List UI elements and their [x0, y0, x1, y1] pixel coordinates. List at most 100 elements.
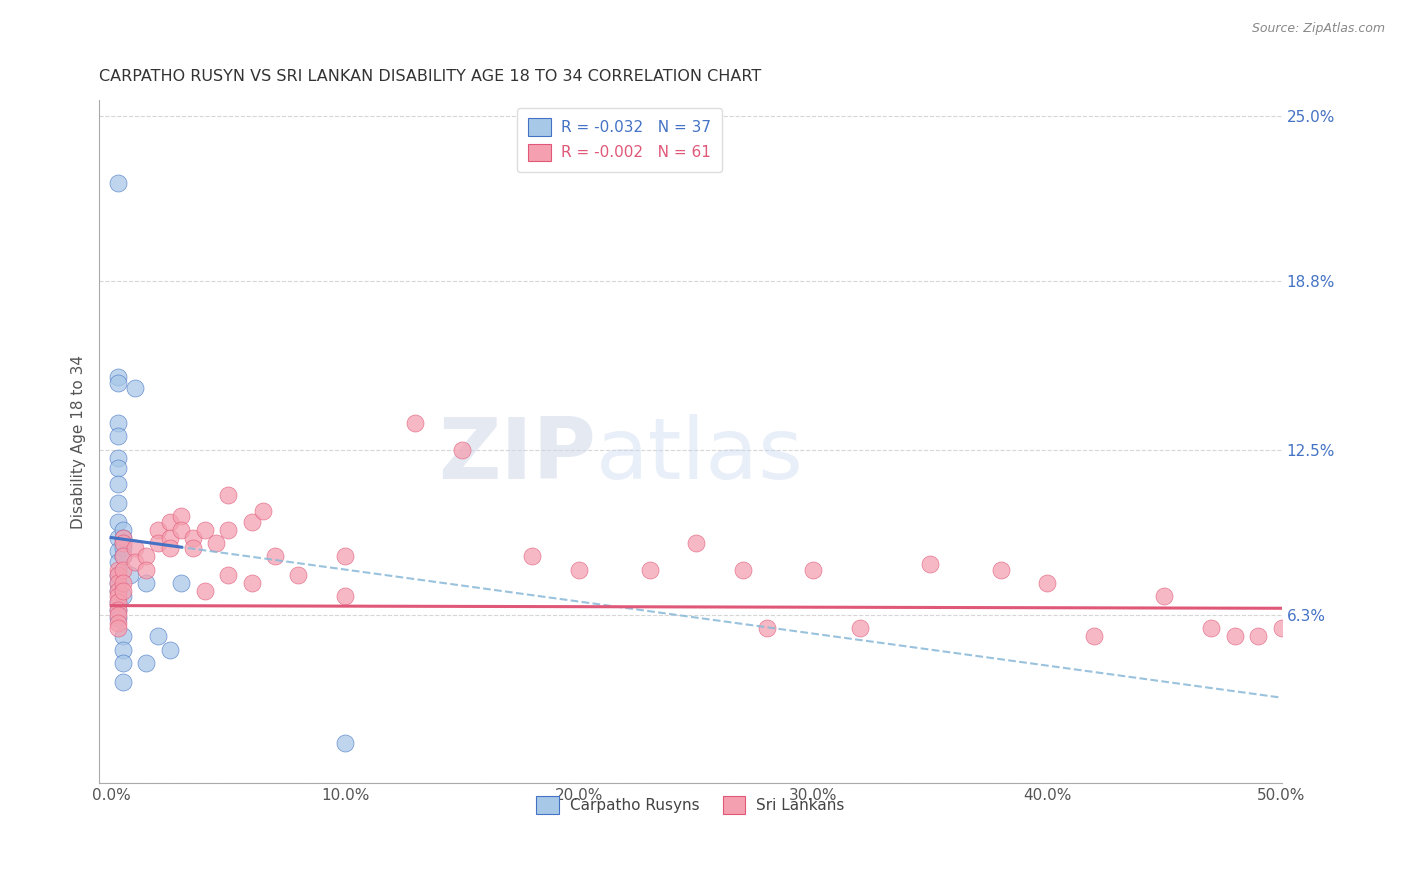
Point [107, 583, 129, 598]
Point [107, 602, 129, 616]
Point [107, 376, 129, 390]
Point [124, 381, 146, 395]
Point [1036, 575, 1059, 590]
Point [217, 568, 239, 582]
Point [287, 568, 309, 582]
Point [107, 450, 129, 465]
Text: ZIP: ZIP [439, 414, 596, 497]
Point [335, 549, 357, 564]
Point [1247, 629, 1270, 643]
Point [135, 563, 157, 577]
Point [217, 523, 239, 537]
Point [111, 531, 134, 545]
Point [111, 629, 134, 643]
Point [920, 558, 942, 572]
Point [170, 523, 193, 537]
Point [205, 536, 228, 550]
Point [111, 541, 134, 556]
Text: CARPATHO RUSYN VS SRI LANKAN DISABILITY AGE 18 TO 34 CORRELATION CHART: CARPATHO RUSYN VS SRI LANKAN DISABILITY … [100, 69, 762, 84]
Point [107, 544, 129, 558]
Point [335, 736, 357, 750]
Point [107, 477, 129, 491]
Legend: Carpatho Rusyns, Sri Lankans: Carpatho Rusyns, Sri Lankans [527, 788, 853, 823]
Point [111, 536, 134, 550]
Point [252, 504, 274, 518]
Text: Source: ZipAtlas.com: Source: ZipAtlas.com [1251, 22, 1385, 36]
Point [111, 583, 134, 598]
Point [107, 496, 129, 510]
Point [451, 442, 474, 457]
Point [107, 575, 129, 590]
Point [107, 416, 129, 430]
Point [111, 656, 134, 670]
Point [107, 615, 129, 630]
Point [240, 515, 263, 529]
Point [159, 642, 181, 657]
Point [181, 541, 204, 556]
Point [217, 488, 239, 502]
Point [990, 563, 1012, 577]
Point [335, 589, 357, 603]
Y-axis label: Disability Age 18 to 34: Disability Age 18 to 34 [72, 354, 86, 528]
Text: atlas: atlas [596, 414, 804, 497]
Point [107, 515, 129, 529]
Point [1153, 589, 1175, 603]
Point [124, 541, 146, 556]
Point [107, 370, 129, 384]
Point [135, 575, 157, 590]
Point [107, 594, 129, 608]
Point [755, 621, 778, 635]
Point [111, 589, 134, 603]
Point [107, 589, 129, 603]
Point [568, 563, 591, 577]
Point [107, 563, 129, 577]
Point [170, 575, 193, 590]
Point [111, 563, 134, 577]
Point [264, 549, 287, 564]
Point [111, 523, 134, 537]
Point [685, 536, 707, 550]
Point [159, 515, 181, 529]
Point [170, 509, 193, 524]
Point [194, 523, 217, 537]
Point [1083, 629, 1105, 643]
Point [181, 531, 204, 545]
Point [107, 583, 129, 598]
Point [111, 642, 134, 657]
Point [107, 568, 129, 582]
Point [849, 621, 872, 635]
Point [1201, 621, 1223, 635]
Point [522, 549, 544, 564]
Point [135, 549, 157, 564]
Point [159, 531, 181, 545]
Point [107, 555, 129, 569]
Point [107, 602, 129, 616]
Point [111, 674, 134, 689]
Point [111, 549, 134, 564]
Point [107, 176, 129, 190]
Point [111, 549, 134, 564]
Point [1270, 621, 1292, 635]
Point [107, 461, 129, 475]
Point [107, 594, 129, 608]
Point [107, 429, 129, 443]
Point [1223, 629, 1246, 643]
Point [107, 568, 129, 582]
Point [159, 541, 181, 556]
Point [194, 583, 217, 598]
Point [107, 610, 129, 624]
Point [404, 416, 426, 430]
Point [135, 656, 157, 670]
Point [111, 531, 134, 545]
Point [124, 555, 146, 569]
Point [146, 523, 169, 537]
Point [107, 607, 129, 622]
Point [240, 575, 263, 590]
Point [146, 536, 169, 550]
Point [107, 575, 129, 590]
Point [638, 563, 661, 577]
Point [118, 568, 141, 582]
Point [107, 531, 129, 545]
Point [107, 621, 129, 635]
Point [111, 575, 134, 590]
